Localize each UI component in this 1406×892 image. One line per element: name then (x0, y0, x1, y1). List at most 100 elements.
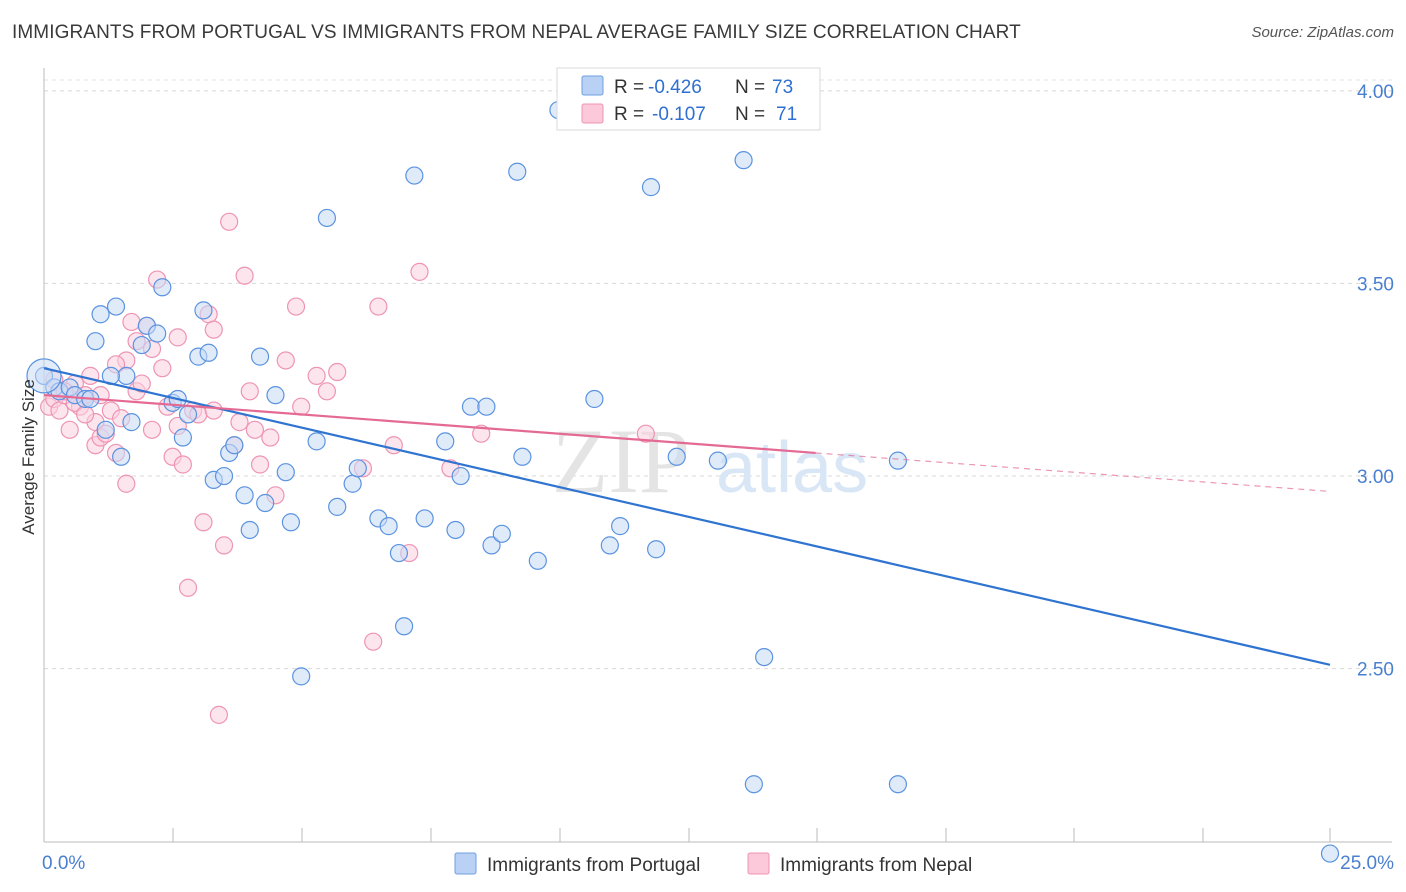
portugal-point-53 (508, 162, 527, 181)
portugal-point-65 (755, 647, 774, 667)
y-tick-label-0: 2.50 (1357, 660, 1394, 681)
legend-n-label-nepal: N = (735, 104, 765, 125)
portugal-point-60 (641, 178, 661, 197)
portugal-point-10 (117, 366, 136, 385)
portugal-point-16 (153, 278, 172, 297)
trend-line-nepal (43, 394, 816, 455)
nepal-point-36 (214, 536, 234, 555)
portugal-point-49 (461, 397, 481, 416)
portugal-point-50 (477, 397, 496, 416)
portugal-point-35 (307, 432, 326, 451)
legend-r-value-nepal: -0.107 (652, 104, 706, 125)
nepal-point-29 (178, 578, 198, 597)
legend-r-label-portugal: R = (614, 77, 644, 98)
portugal-point-22 (199, 343, 218, 362)
portugal-point-30 (256, 493, 275, 513)
nepal-point-34 (204, 320, 223, 339)
portugal-point-64 (734, 151, 753, 170)
bottom-legend-swatch-portugal (454, 852, 477, 875)
nepal-point-50 (328, 362, 347, 382)
nepal-point-4 (60, 420, 79, 439)
nepal-point-18 (122, 312, 141, 332)
legend-n-value-nepal: 71 (776, 104, 797, 125)
portugal-point-27 (235, 486, 254, 505)
nepal-point-46 (286, 297, 306, 316)
portugal-point-45 (415, 509, 434, 528)
nepal-point-58 (472, 424, 491, 443)
portugal-point-54 (513, 447, 532, 466)
portugal-point-42 (389, 543, 409, 563)
portugal-point-26 (225, 436, 244, 455)
nepal-point-48 (307, 366, 326, 385)
bottom-legend: Immigrants from Portugal Immigrants from… (454, 852, 972, 876)
nepal-point-28 (173, 455, 192, 474)
nepal-point-20 (132, 374, 151, 393)
nepal-point-41 (240, 382, 259, 401)
bottom-legend-label-portugal: Immigrants from Portugal (487, 855, 700, 876)
portugal-point-43 (394, 617, 414, 636)
nepal-point-68 (168, 328, 187, 347)
legend-r-label-nepal: R = (614, 104, 644, 125)
nepal-point-53 (369, 297, 388, 316)
nepal-point-43 (261, 428, 280, 447)
portugal-point-9 (112, 447, 131, 466)
legend-r-value-portugal: -0.426 (648, 77, 702, 98)
x-tick-label-1: 25.0% (1340, 853, 1394, 874)
nepal-point-32 (194, 513, 213, 532)
bottom-legend-label-nepal: Immigrants from Nepal (780, 855, 972, 876)
nepal-point-17 (117, 474, 136, 493)
axes (43, 68, 1392, 843)
portugal-point-39 (348, 459, 367, 478)
portugal-point-28 (240, 520, 259, 540)
portugal-point-15 (148, 324, 167, 343)
portugal-point-37 (328, 497, 347, 516)
tick-labels: 2.50 3.00 3.50 4.00 0.0% 25.0% (42, 82, 1394, 874)
nepal-point-39 (230, 413, 249, 432)
nepal-point-35 (209, 705, 228, 724)
portugal-point-32 (276, 463, 295, 482)
legend-n-value-portugal: 73 (772, 77, 793, 98)
watermark-zip: ZIP (552, 410, 690, 512)
nepal-point-56 (410, 262, 429, 281)
nepal-point-45 (276, 351, 295, 370)
portugal-point-46 (436, 432, 455, 451)
gridlines (44, 79, 1392, 670)
source-label: Source: ZipAtlas.com (1251, 24, 1394, 41)
nepal-point-49 (317, 382, 337, 401)
y-tick-label-2: 3.50 (1357, 274, 1394, 295)
portugal-point-47 (446, 520, 465, 540)
legend-swatch-portugal (581, 75, 604, 96)
portugal-point-51 (482, 536, 501, 555)
portugal-point-34 (292, 667, 311, 686)
nepal-point-52 (364, 632, 383, 651)
chart-title: IMMIGRANTS FROM PORTUGAL VS IMMIGRANTS F… (12, 22, 1021, 43)
portugal-point-21 (194, 301, 213, 320)
nepal-point-2 (50, 401, 69, 420)
portugal-point-12 (122, 413, 141, 432)
nepal-point-40 (235, 266, 254, 285)
portugal-point-52 (492, 524, 511, 543)
portugal-point-13 (132, 335, 151, 355)
portugal-point-7 (91, 305, 110, 324)
watermark-atlas: atlas (716, 428, 868, 508)
nepal-point-42 (250, 455, 270, 474)
x-tick-label-0: 0.0% (42, 853, 85, 874)
portugal-point-29 (250, 347, 270, 366)
portugal-point-38 (343, 474, 362, 493)
nepal-point-69 (204, 401, 223, 420)
portugal-point-44 (405, 166, 424, 185)
portugal-point-67 (888, 451, 908, 470)
nepal-point-47 (292, 397, 311, 416)
portugal-point-61 (647, 540, 666, 559)
portugal-point-59 (611, 517, 630, 536)
legend: R = -0.426 N = 73 R = -0.107 N = 71 (556, 67, 821, 131)
portugal-point-57 (585, 389, 604, 409)
portugal-point-6 (86, 332, 105, 351)
portugal-point-33 (281, 513, 301, 532)
portugal-point-66 (744, 775, 763, 794)
portugal-point-58 (600, 536, 619, 555)
y-tick-label-1: 3.00 (1357, 467, 1394, 488)
nepal-point-63 (76, 405, 95, 424)
legend-swatch-nepal (581, 103, 604, 124)
